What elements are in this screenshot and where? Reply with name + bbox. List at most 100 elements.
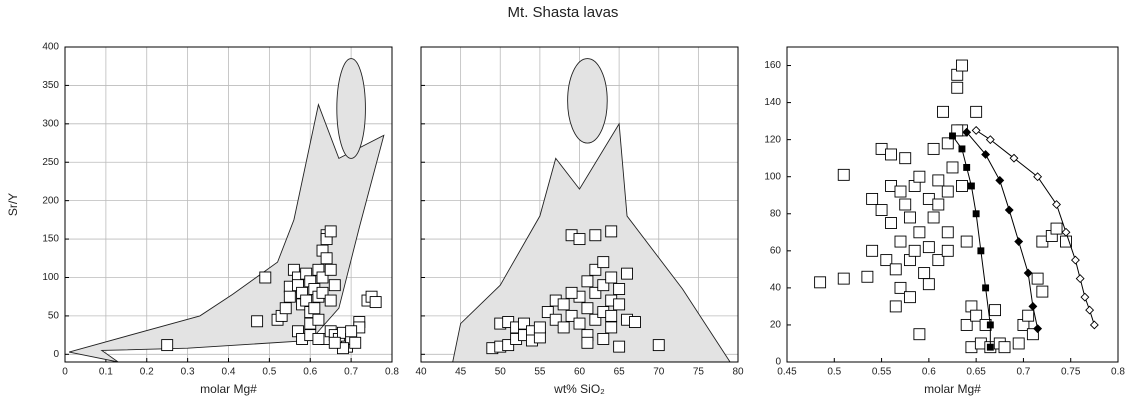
panel: 40 45 50 55 60 65 70 75 80 wt% SiO₂ (415, 46, 744, 396)
point (982, 284, 990, 292)
point (502, 339, 515, 352)
point (324, 225, 337, 238)
point (960, 235, 973, 248)
point (913, 328, 926, 341)
point (328, 336, 341, 349)
x-tick-label: 55 (534, 367, 546, 378)
point (958, 145, 966, 153)
series-line (975, 129, 1095, 326)
y-tick-label: 400 (42, 42, 59, 53)
point (565, 309, 578, 322)
x-tick-label: 0.7 (1016, 367, 1030, 378)
point (899, 152, 912, 165)
point (941, 185, 954, 198)
point (1060, 235, 1072, 248)
field-ellipse (567, 58, 608, 144)
point (989, 304, 1002, 317)
point (967, 182, 975, 190)
x-tick-label: 0.55 (872, 367, 892, 378)
point (941, 226, 954, 239)
point (605, 309, 618, 322)
point (581, 302, 594, 315)
point (573, 317, 586, 330)
y-tick-label: 250 (42, 157, 59, 168)
point (1031, 272, 1044, 285)
x-tick-label: 40 (415, 367, 427, 378)
point (1052, 200, 1061, 209)
point (589, 229, 602, 242)
point (605, 225, 618, 238)
point (995, 175, 1005, 185)
x-tick-label: 0.5 (262, 367, 276, 378)
y-tick-label: 60 (770, 245, 782, 256)
x-tick-label: 0.2 (140, 367, 154, 378)
y-tick-label: 350 (42, 80, 59, 91)
point (565, 286, 578, 299)
point (885, 148, 897, 161)
point (320, 252, 333, 265)
point (1033, 324, 1043, 334)
point (312, 313, 325, 326)
y-tick-label: 140 (764, 97, 781, 108)
point (581, 275, 594, 288)
point (963, 163, 971, 171)
point (316, 286, 329, 299)
point (986, 321, 994, 329)
point (1080, 292, 1090, 302)
point (557, 321, 570, 334)
field-region (452, 122, 731, 362)
x-tick-label: 0.4 (222, 367, 236, 378)
series-line (966, 131, 1039, 329)
point (889, 263, 902, 276)
point (899, 198, 912, 211)
x-tick-label: 0.65 (966, 367, 986, 378)
axes-frame (420, 46, 739, 363)
point (913, 170, 926, 183)
point (369, 296, 382, 309)
point (814, 276, 827, 289)
point (533, 331, 546, 344)
point (956, 180, 968, 192)
y-tick-label: 20 (770, 320, 782, 331)
point (894, 185, 907, 198)
x-tick-label: 0.6 (922, 367, 936, 378)
point (549, 313, 562, 326)
point (259, 271, 272, 284)
y-tick-label: 50 (48, 311, 60, 322)
x-tick-label: 0.7 (344, 367, 358, 378)
point (1023, 268, 1033, 278)
point (533, 321, 546, 334)
point (589, 313, 602, 326)
figure-title: Mt. Shasta lavas (508, 4, 619, 21)
point (937, 105, 949, 118)
point (597, 256, 610, 269)
point (927, 211, 940, 224)
point (941, 137, 954, 150)
point (1061, 227, 1071, 237)
point (837, 272, 850, 285)
y-tick-label: 0 (775, 357, 781, 368)
point (894, 281, 907, 294)
point (308, 302, 321, 315)
point (894, 235, 907, 248)
point (345, 325, 358, 338)
point (903, 211, 916, 224)
point (597, 333, 610, 345)
axes-frame (64, 46, 393, 363)
point (951, 81, 964, 94)
point (518, 317, 530, 330)
point (1036, 285, 1049, 298)
point (922, 278, 935, 291)
point (581, 336, 594, 349)
point (866, 244, 879, 257)
y-tick-label: 150 (42, 234, 59, 245)
point (1050, 222, 1063, 235)
x-tick-label: 0.75 (1061, 367, 1081, 378)
point (946, 161, 959, 174)
x-tick-label: 80 (732, 367, 744, 378)
point (932, 254, 945, 267)
point (589, 286, 602, 299)
y-axis-label: Sr/Y (6, 193, 20, 216)
panel: 0 0.1 0.2 0.3 0.4 0.5 0.6 0.7 0.8 0 50 100 150 200 250… (6, 42, 399, 397)
